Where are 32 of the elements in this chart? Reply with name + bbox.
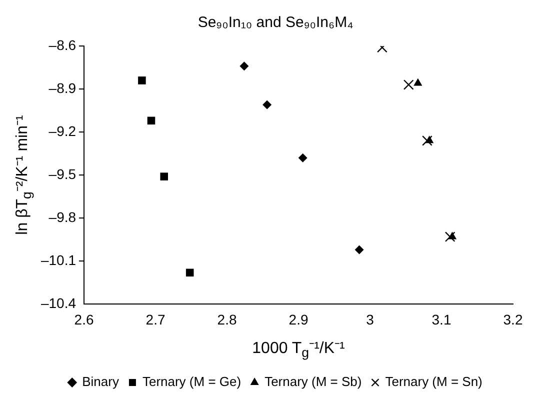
point	[422, 135, 432, 146]
point	[403, 80, 414, 90]
legend-label: Ternary (M = Sb)	[264, 374, 362, 390]
x-tick-label: 2.6	[74, 311, 94, 328]
point	[262, 100, 272, 110]
point	[240, 62, 249, 71]
point	[138, 76, 146, 84]
legend-label: Ternary (M = Sn)	[385, 374, 482, 390]
point	[414, 78, 422, 86]
x-tick-label: 3.2	[503, 311, 523, 328]
y-tick-label: –8.9	[48, 80, 76, 96]
legend-label: Ternary (M = Ge)	[142, 374, 242, 390]
x-tick-label: 2.7	[146, 311, 166, 328]
x-tick-label: 3	[366, 311, 374, 328]
point	[160, 172, 168, 180]
y-tick-label: –8.6	[48, 36, 76, 53]
point	[186, 268, 194, 277]
x-tick-label: 2.9	[288, 311, 308, 328]
x-axis-title: 1000 T$_{g}$⁻¹/K⁻¹	[251, 339, 346, 360]
point	[147, 116, 156, 124]
point	[354, 245, 364, 254]
y-tick-label: –9.8	[48, 208, 76, 225]
y-tick-label: –10.1	[40, 252, 76, 268]
legend-label: Binary	[82, 374, 120, 390]
y-tick-label: –10.4	[40, 295, 76, 312]
y-tick-label: –9.2	[48, 122, 76, 139]
chart-title: Se₉₀In₁₀ and Se₉₀In₆M₄	[198, 14, 354, 32]
point	[444, 232, 456, 242]
point	[298, 153, 308, 162]
x-tick-label: 2.8	[217, 311, 237, 328]
y-tick-label: –9.5	[48, 166, 76, 182]
x-tick-label: 3.1	[432, 311, 452, 328]
